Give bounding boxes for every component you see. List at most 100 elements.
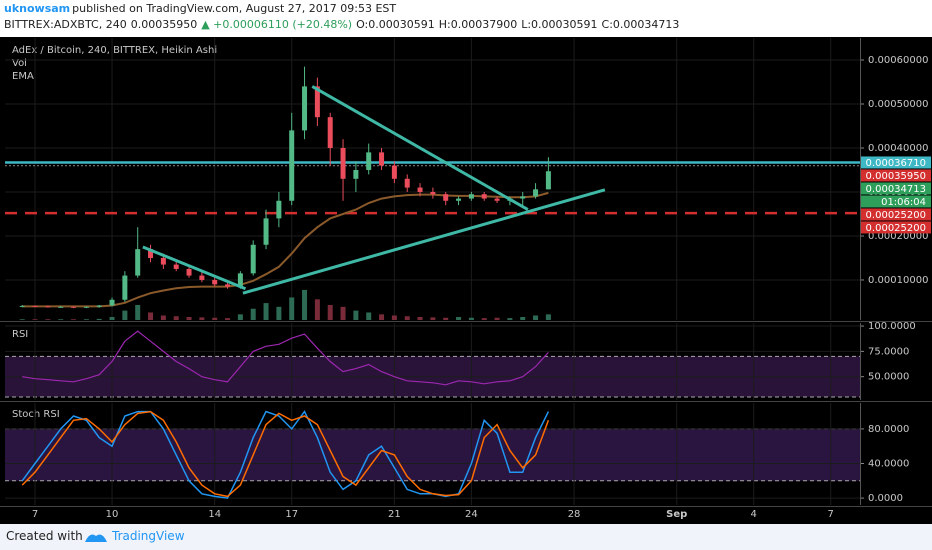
volume-bar	[19, 319, 25, 320]
volume-bar	[83, 319, 89, 320]
volume-bar	[276, 306, 282, 320]
stoch-line	[21, 410, 550, 499]
candle-body	[250, 244, 256, 274]
volume-bar	[417, 316, 423, 320]
candle-body	[379, 152, 385, 166]
volume-bar	[481, 318, 487, 320]
x-tick-label: 28	[568, 509, 581, 520]
trendline	[242, 188, 606, 295]
header-line-1: uknowsam published on TradingView.com, Au…	[4, 2, 400, 15]
candle-body	[263, 218, 269, 245]
y-tick-label: 50.0000	[868, 372, 909, 383]
volume-bar	[186, 316, 192, 320]
volume-bar	[494, 317, 500, 320]
candle-body	[456, 198, 462, 201]
price-tag	[861, 169, 931, 182]
volume-bar	[430, 317, 436, 320]
y-tick-label: 0.0000	[868, 493, 903, 504]
candle-body	[545, 171, 551, 190]
price-tag-label: 0.00025200	[866, 223, 926, 234]
volume-bar	[366, 312, 372, 320]
volume-bar	[379, 314, 385, 320]
volume-bar	[263, 303, 269, 320]
footer: Created with TradingView	[0, 524, 932, 550]
candle-body	[520, 196, 526, 199]
rsi-line	[22, 330, 549, 386]
volume-bar	[71, 319, 77, 320]
y-tick-label: 0.00020000	[868, 231, 928, 242]
volume-bar	[135, 304, 141, 320]
volume-bar	[314, 299, 320, 320]
price-tag	[861, 156, 931, 169]
volume-bar	[173, 316, 179, 320]
candle-body	[32, 305, 38, 307]
y-tick-label: 80.0000	[868, 424, 909, 435]
candle-body	[314, 86, 320, 118]
candle-body	[148, 249, 154, 258]
trendline	[311, 85, 529, 211]
ema-label: EMA	[12, 71, 34, 82]
published: published on TradingView.com, August 27,…	[72, 2, 397, 15]
close: C:0.00034713	[601, 18, 680, 31]
change: ▲ +0.00006110 (+20.48%)	[201, 18, 353, 31]
candle-body	[96, 305, 102, 307]
trendline	[142, 245, 247, 291]
volume-bar	[109, 316, 115, 320]
logo	[85, 534, 107, 542]
created-with: Created with	[6, 529, 83, 543]
open: O:0.00030591	[356, 18, 435, 31]
y-tick-label: 0.00050000	[868, 99, 928, 110]
volume-bar	[160, 315, 166, 320]
candle-body	[199, 275, 205, 280]
candle-body	[404, 178, 410, 188]
candle-body	[391, 165, 397, 179]
price-tag-label: 0.00035950	[866, 171, 926, 182]
price-tag-label: 0.00036710	[866, 158, 926, 169]
candle-body	[122, 275, 128, 300]
candle-body	[417, 187, 423, 192]
candle-body	[186, 268, 192, 276]
volume-bar	[391, 315, 397, 320]
high: H:0.00037900	[438, 18, 518, 31]
ema-line	[22, 191, 549, 308]
candle-body	[289, 130, 295, 201]
candle-body	[109, 299, 115, 306]
y-tick-label: 40.0000	[868, 459, 909, 470]
price-tag-label: 0.00034713	[866, 184, 926, 195]
x-tick-label: 10	[106, 509, 119, 520]
candle-body	[494, 198, 500, 201]
candle-body	[430, 191, 436, 195]
candle-body	[481, 194, 487, 199]
author[interactable]: uknowsam	[4, 2, 71, 15]
volume-bar	[212, 317, 218, 320]
volume-bar	[340, 306, 346, 320]
brand[interactable]: TradingView	[112, 529, 185, 543]
price-tag	[861, 195, 931, 208]
candle-body	[83, 306, 89, 308]
x-tick-label: 14	[208, 509, 221, 520]
volume-bar	[237, 314, 243, 320]
volume-bar	[456, 316, 462, 320]
candle-body	[340, 147, 346, 179]
volume-bar	[225, 318, 231, 320]
volume-bar	[250, 308, 256, 320]
candle-body	[19, 305, 25, 307]
price-tag	[861, 208, 931, 221]
candle-body	[212, 279, 218, 285]
candle-body	[135, 249, 141, 276]
volume-bar	[545, 314, 551, 320]
x-tick-label: Sep	[666, 509, 687, 520]
volume-bar	[443, 317, 449, 320]
price-tag-label: 01:06:04	[881, 197, 926, 208]
last-price: 0.00035950	[130, 18, 198, 31]
band-fill	[5, 428, 860, 481]
volume-bar	[289, 297, 295, 320]
volume-bar	[45, 319, 51, 320]
x-tick-label: 21	[388, 509, 401, 520]
y-tick-label: 0.00010000	[868, 275, 928, 286]
volume-bar	[327, 304, 333, 320]
candle-body	[327, 117, 333, 148]
candle-body	[58, 306, 64, 308]
